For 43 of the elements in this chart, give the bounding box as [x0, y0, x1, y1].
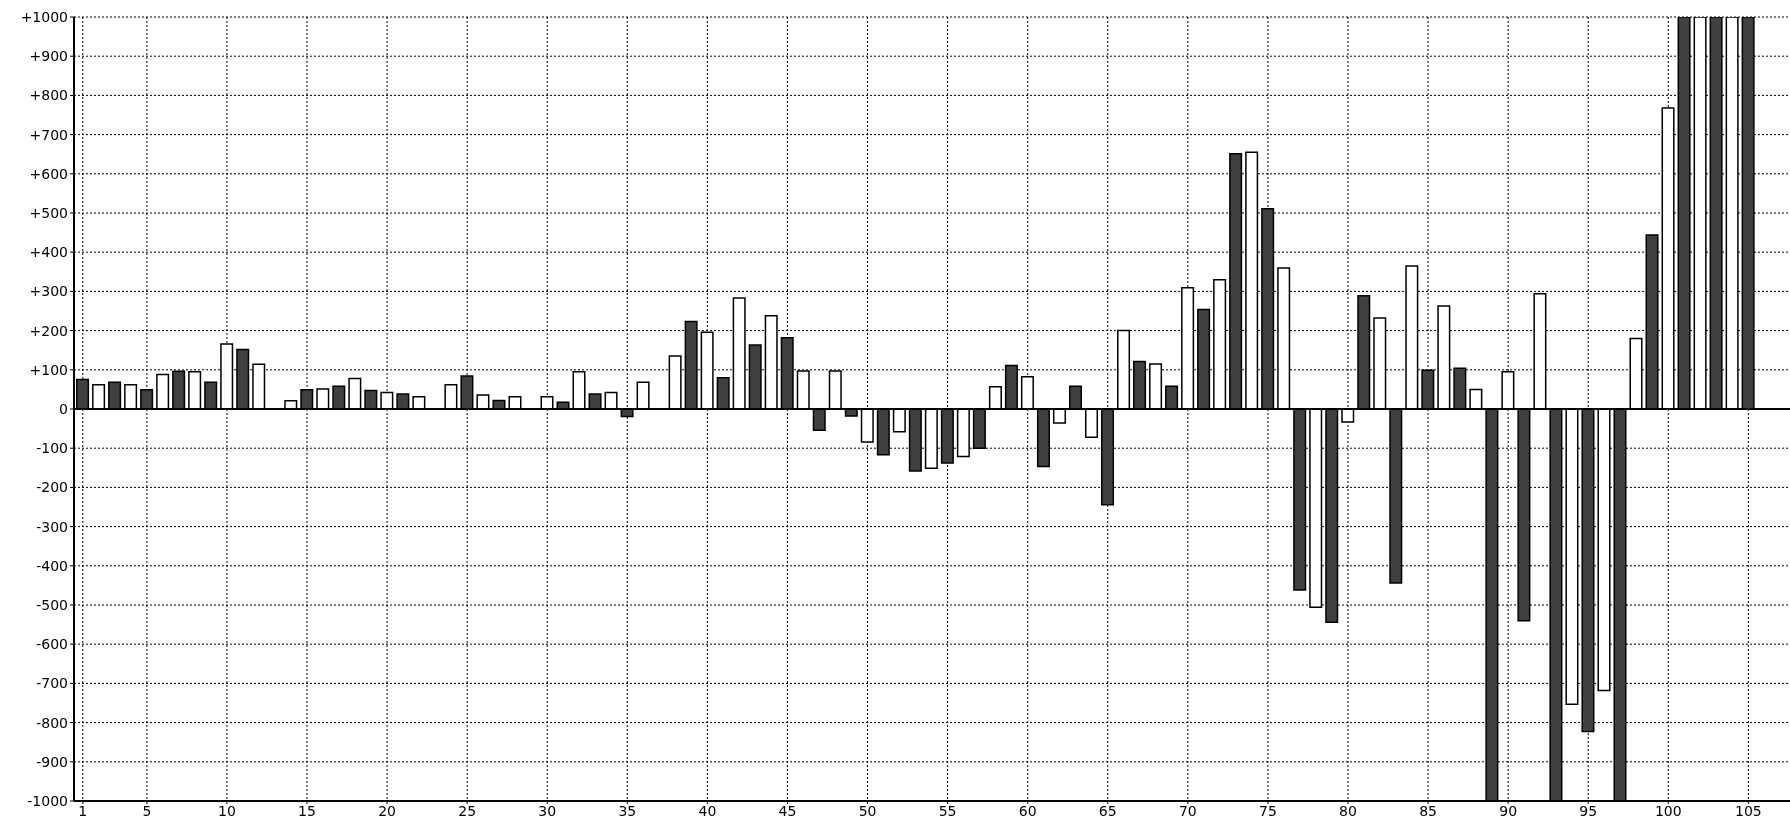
x-tick-label: 100: [1654, 802, 1682, 816]
x-tick-label: 15: [298, 802, 316, 816]
y-tick-label: +800: [29, 87, 68, 104]
x-tick-label: 55: [938, 802, 957, 816]
y-tick-label: -1000: [27, 792, 68, 809]
y-tick-label: -400: [36, 557, 68, 574]
x-tick-label: 90: [1499, 802, 1518, 816]
y-tick-label: -900: [36, 753, 68, 770]
y-tick-label: +700: [29, 126, 68, 143]
y-tick-label: -500: [36, 596, 68, 613]
y-tick-label: -800: [36, 714, 68, 731]
x-tick-label: 30: [538, 802, 557, 816]
x-tick-label: 20: [378, 802, 397, 816]
x-tick-label: 70: [1178, 802, 1197, 816]
y-tick-label: 0: [59, 400, 68, 417]
x-tick-label: 1: [78, 802, 88, 816]
y-tick-label: +900: [29, 48, 68, 65]
x-tick-label: 40: [698, 802, 717, 816]
x-tick-label: 75: [1259, 802, 1277, 816]
x-tick-label: 10: [218, 802, 236, 816]
x-tick-label: 50: [858, 802, 877, 816]
y-tick-label: +400: [29, 244, 68, 261]
x-tick-label: 95: [1579, 802, 1598, 816]
y-tick-label: +500: [29, 204, 68, 221]
x-tick-label: 25: [458, 802, 477, 816]
x-tick-label: 45: [778, 802, 797, 816]
y-tick-label: +600: [29, 165, 68, 182]
y-tick-label: -200: [36, 479, 68, 496]
x-tick-label: 35: [618, 802, 637, 816]
x-tick-label: 85: [1419, 802, 1437, 816]
y-tick-label: +100: [29, 361, 68, 378]
x-tick-label: 5: [142, 802, 152, 816]
x-tick-label: 105: [1734, 802, 1762, 816]
x-tick-label: 60: [1018, 802, 1037, 816]
y-tick-label: -700: [36, 675, 68, 692]
y-tick-label: -300: [36, 518, 68, 535]
y-tick-label: -600: [36, 636, 68, 653]
y-tick-label: +200: [29, 322, 68, 339]
y-tick-label: +300: [29, 283, 68, 300]
x-tick-label: 80: [1339, 802, 1357, 816]
y-tick-label: -100: [36, 440, 68, 457]
y-tick-label: +1000: [20, 8, 68, 25]
x-tick-label: 65: [1098, 802, 1117, 816]
